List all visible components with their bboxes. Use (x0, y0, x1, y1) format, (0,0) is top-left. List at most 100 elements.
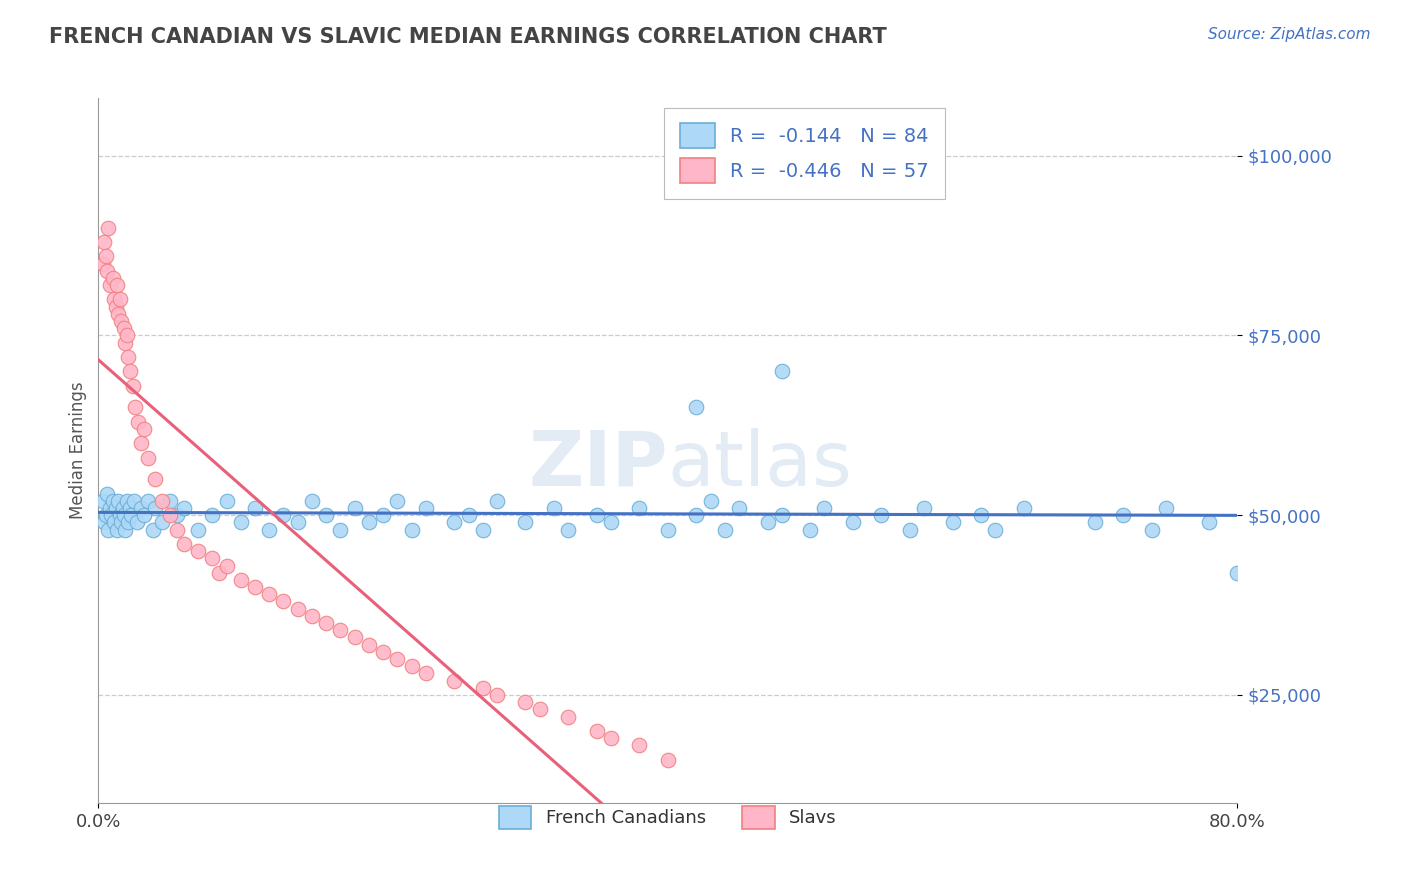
Point (129, 500, 152, 515)
Point (813, 500, 835, 515)
Point (98, 278, 121, 293)
Point (159, 493, 181, 508)
Point (93, 235, 115, 249)
Point (371, 508, 394, 523)
Point (585, 508, 607, 523)
Point (870, 508, 893, 523)
Point (127, 415, 149, 429)
Point (471, 681, 494, 695)
Point (103, 516, 125, 530)
Point (115, 493, 138, 508)
Point (173, 537, 195, 551)
Point (443, 673, 465, 688)
Point (101, 493, 124, 508)
Point (124, 401, 146, 415)
Point (187, 523, 209, 537)
Point (1112, 508, 1135, 523)
Point (122, 493, 145, 508)
Text: FRENCH CANADIAN VS SLAVIC MEDIAN EARNINGS CORRELATION CHART: FRENCH CANADIAN VS SLAVIC MEDIAN EARNING… (49, 27, 887, 46)
Point (107, 493, 129, 508)
Point (136, 450, 159, 465)
Point (215, 493, 238, 508)
Point (699, 493, 721, 508)
Point (117, 350, 139, 364)
Point (243, 500, 266, 515)
Point (600, 731, 623, 745)
Point (287, 516, 309, 530)
Point (942, 516, 965, 530)
Point (136, 493, 159, 508)
Point (557, 523, 579, 537)
Point (401, 659, 423, 673)
Point (201, 551, 224, 566)
Point (756, 516, 779, 530)
Point (685, 401, 707, 415)
Point (98, 500, 121, 515)
Point (104, 300, 127, 314)
Point (657, 523, 679, 537)
Point (387, 493, 409, 508)
Point (120, 508, 142, 523)
Point (152, 493, 174, 508)
Point (229, 516, 252, 530)
Point (215, 558, 238, 573)
Point (259, 587, 281, 601)
Point (96, 486, 118, 500)
Point (315, 615, 337, 630)
Point (799, 523, 821, 537)
Point (770, 508, 793, 523)
Point (97, 523, 120, 537)
Point (315, 508, 337, 523)
Point (132, 508, 155, 523)
Point (115, 328, 138, 343)
Point (101, 271, 124, 285)
Point (1154, 500, 1177, 515)
Legend: French Canadians, Slavs: French Canadians, Slavs (492, 798, 844, 836)
Point (129, 436, 152, 450)
Point (112, 321, 135, 335)
Point (145, 472, 167, 486)
Point (970, 508, 993, 523)
Point (1140, 523, 1163, 537)
Point (371, 645, 394, 659)
Point (984, 523, 1007, 537)
Point (117, 516, 139, 530)
Point (415, 500, 437, 515)
Point (94, 249, 117, 263)
Point (103, 293, 125, 307)
Point (229, 573, 252, 587)
Point (105, 523, 128, 537)
Point (657, 753, 679, 767)
Point (114, 335, 136, 350)
Point (714, 523, 737, 537)
Point (208, 566, 231, 580)
Point (387, 652, 409, 666)
Point (91, 256, 114, 270)
Point (457, 508, 479, 523)
Point (105, 278, 128, 293)
Point (770, 364, 793, 378)
Point (145, 500, 167, 515)
Point (273, 508, 295, 523)
Point (301, 608, 323, 623)
Point (628, 739, 651, 753)
Point (898, 523, 921, 537)
Point (415, 666, 437, 681)
Point (243, 580, 266, 594)
Point (1198, 516, 1220, 530)
Point (357, 516, 380, 530)
Point (114, 523, 136, 537)
Point (110, 516, 132, 530)
Point (628, 500, 651, 515)
Point (96, 263, 118, 277)
Point (187, 544, 209, 558)
Point (301, 493, 323, 508)
Point (557, 709, 579, 723)
Text: Source: ZipAtlas.com: Source: ZipAtlas.com (1208, 27, 1371, 42)
Point (543, 500, 565, 515)
Point (104, 500, 127, 515)
Point (728, 500, 751, 515)
Point (529, 702, 551, 716)
Point (343, 500, 366, 515)
Point (273, 594, 295, 608)
